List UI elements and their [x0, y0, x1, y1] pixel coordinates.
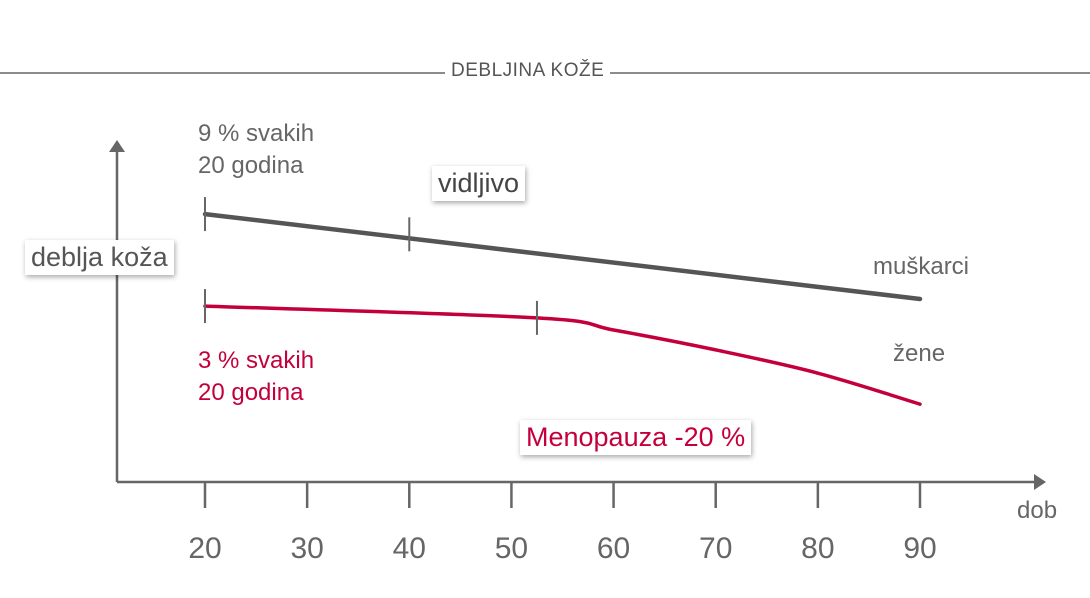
x-tick-label: 30 [290, 532, 324, 565]
women-rate-annotation: 3 % svakih 20 godina [198, 345, 314, 409]
menopause-annotation: Menopauza -20 % [520, 420, 752, 455]
women-rate-line2: 20 godina [198, 379, 304, 406]
legend-men: muškarci [873, 253, 970, 280]
men-rate-line1: 9 % svakih [198, 120, 315, 147]
chart-title: DEBLJINA KOŽE [445, 60, 611, 82]
x-tick-label: 50 [494, 532, 529, 565]
women-rate-line1: 3 % svakih [198, 347, 315, 374]
x-axis-arrow [1034, 474, 1046, 490]
legend-women: žene [893, 340, 946, 367]
series-line-men [202, 211, 923, 302]
men-rate-line2: 20 godina [198, 152, 304, 179]
x-tick-label: 40 [392, 532, 426, 565]
x-tick-label: 60 [596, 532, 631, 565]
series-line-women [203, 304, 922, 406]
y-axis-arrow [109, 140, 125, 152]
x-tick-label: 90 [903, 532, 937, 565]
visible-annotation: vidljivo [432, 166, 526, 201]
x-axis-label: dob [1017, 497, 1058, 524]
x-tick-label: 80 [801, 532, 835, 565]
y-axis-label: deblja koža [25, 240, 174, 275]
x-tick-label: 70 [699, 532, 733, 565]
x-tick-label: 20 [188, 532, 222, 565]
men-rate-annotation: 9 % svakih 20 godina [198, 118, 314, 182]
